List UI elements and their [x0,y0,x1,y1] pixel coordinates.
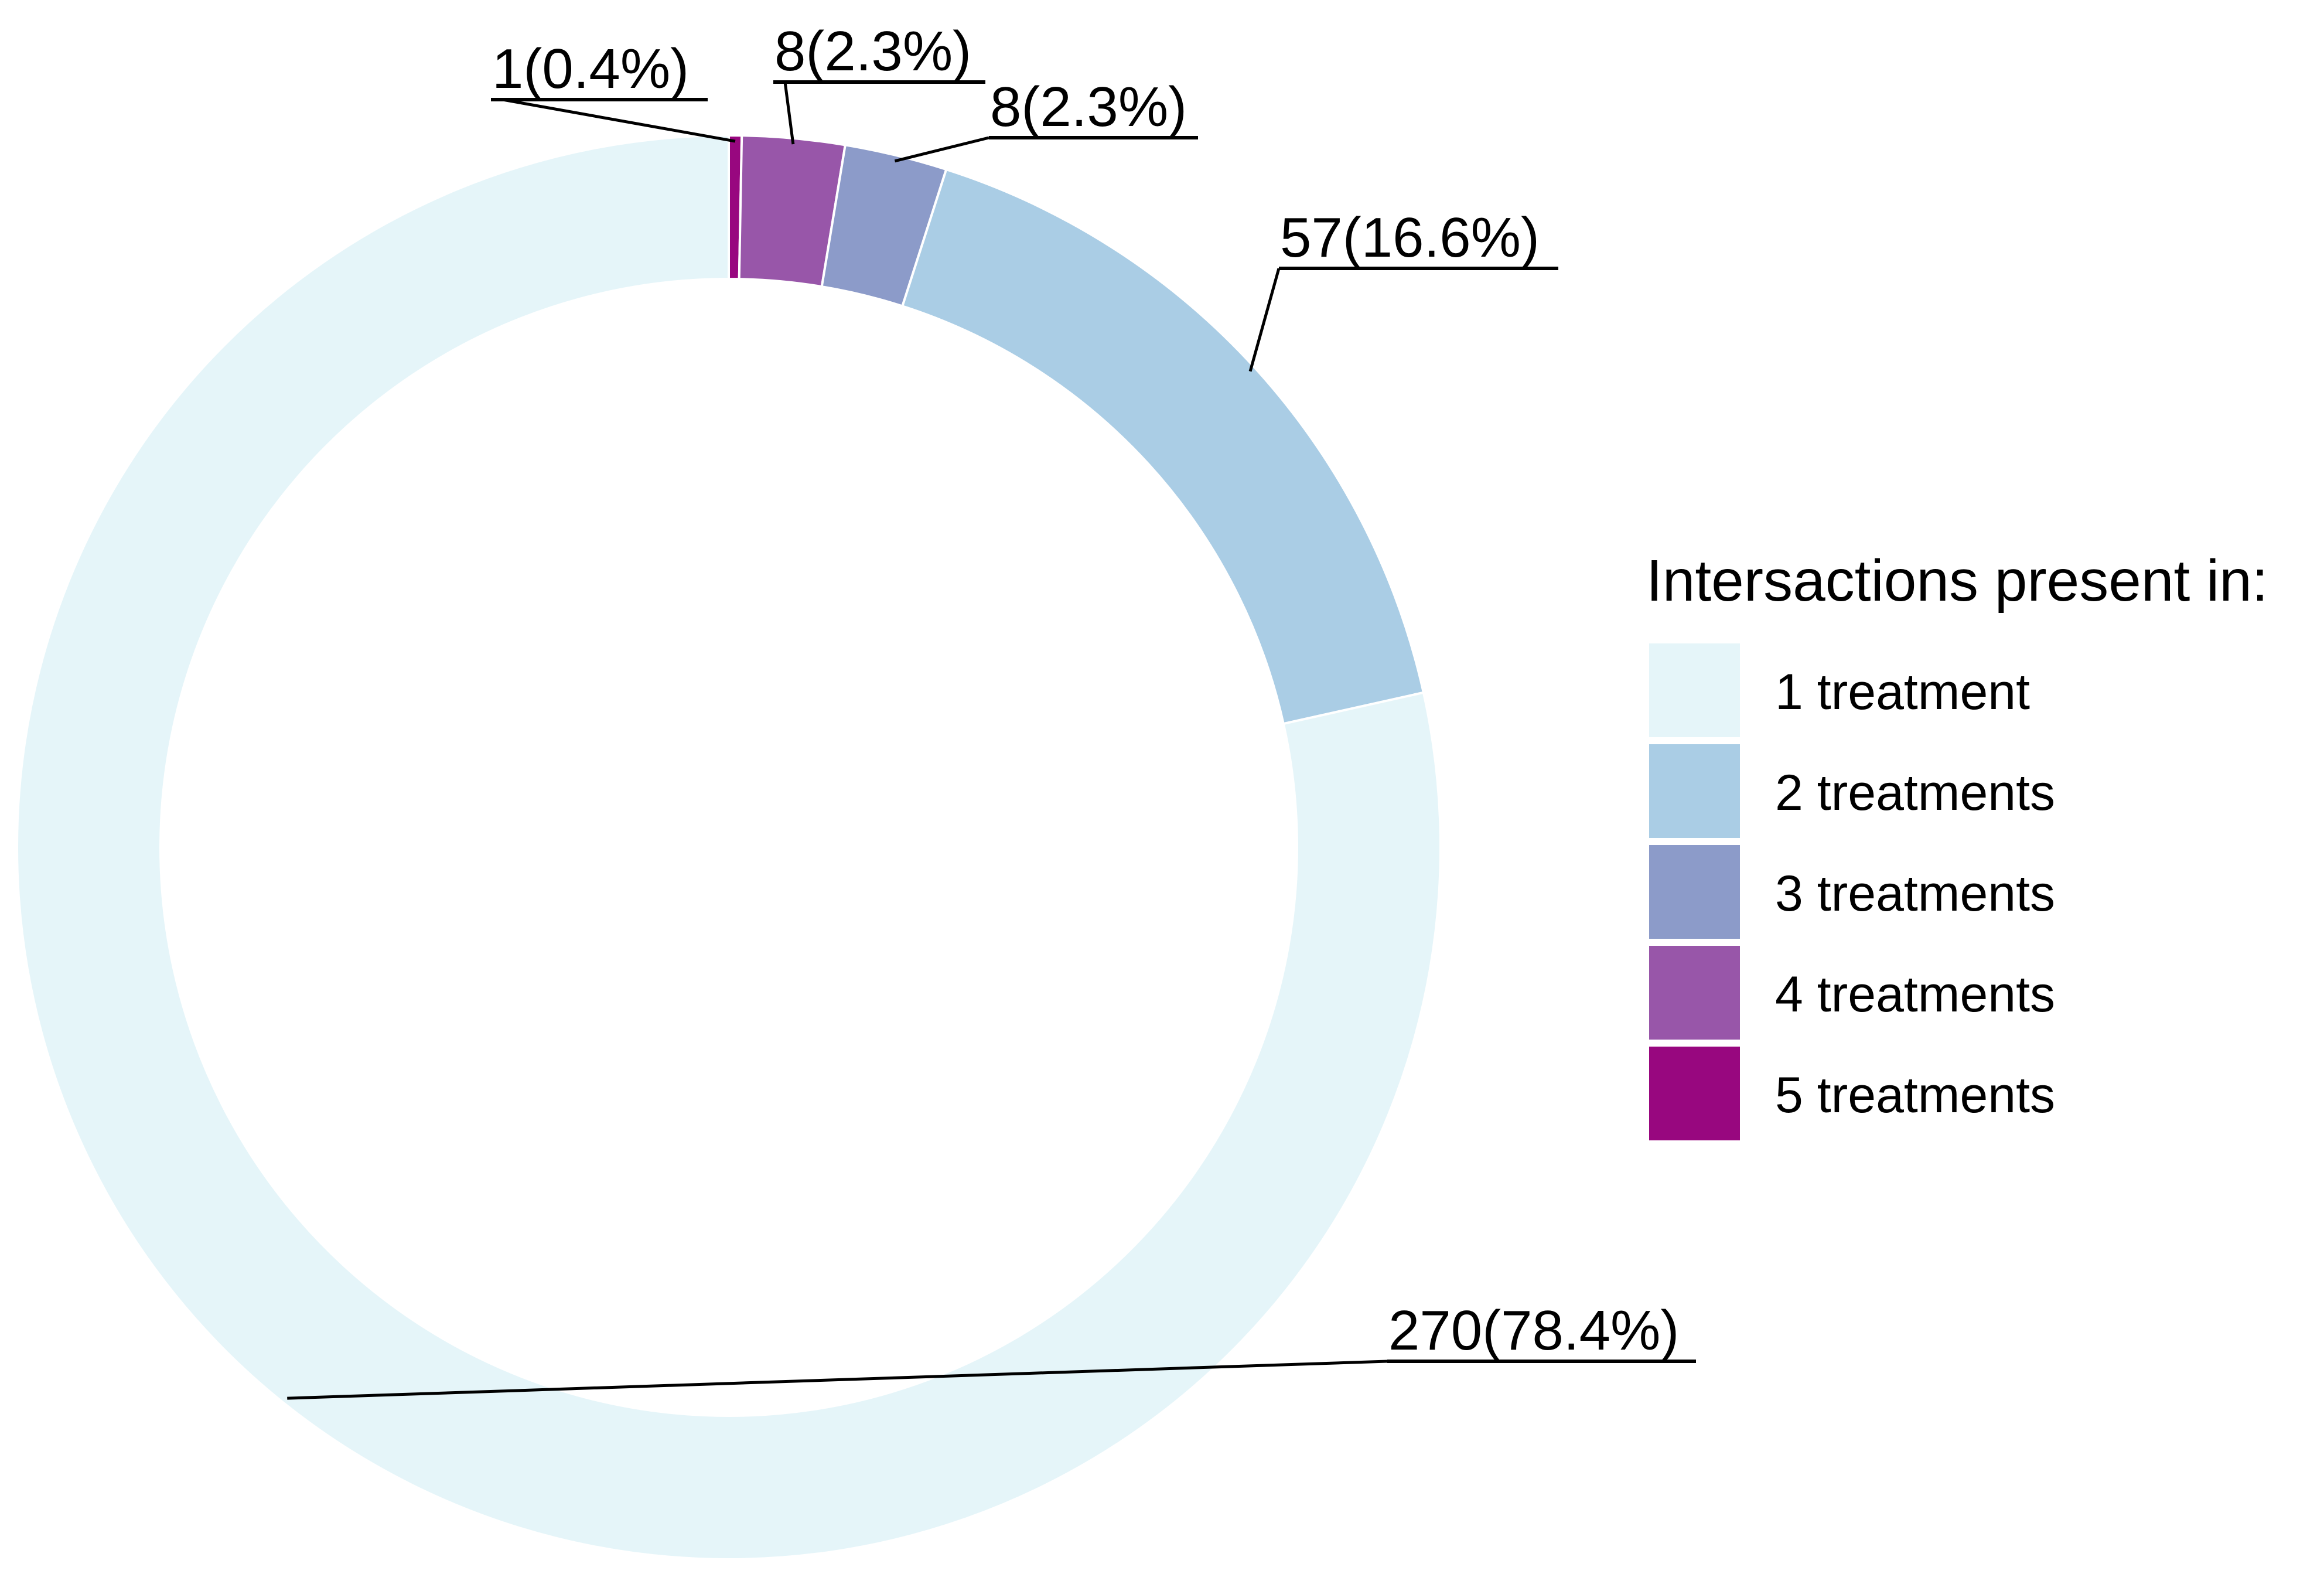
slice-label: 8(2.3%) [990,76,1187,138]
legend: Intersactions present in: 1 treatment 2 t… [1646,548,2268,1140]
leader-line [894,136,989,163]
slice-label-leaders [287,80,1696,1400]
legend-label: 3 treatments [1775,866,2055,922]
legend-swatch [1649,744,1740,838]
legend-label: 5 treatments [1775,1067,2055,1123]
slice-label: 1(0.4%) [492,38,689,100]
legend-items: 1 treatment 2 treatments 3 treatments 4 tre… [1649,643,2055,1140]
slice-1-treatment [16,134,1442,1561]
legend-label: 4 treatments [1775,966,2055,1023]
slice-2-treatments [900,168,1425,725]
leader-line [783,81,795,145]
slice-label: 8(2.3%) [774,20,971,83]
leader-line [1248,268,1281,372]
slice-label: 57(16.6%) [1280,206,1540,269]
legend-swatch [1649,643,1740,737]
legend-label: 2 treatments [1775,765,2055,821]
leader-line [287,1360,1388,1400]
legend-swatch [1649,946,1740,1040]
donut-slices [16,134,1442,1561]
legend-title: Intersactions present in: [1646,548,2268,614]
slice-label: 270(78.4%) [1388,1299,1679,1362]
legend-label: 1 treatment [1775,664,2030,720]
slice-labels: 1(0.4%) 8(2.3%) 8(2.3%) 57(16.6%) 270(78.4%) [492,20,1679,1362]
legend-swatch [1649,1047,1740,1140]
legend-swatch [1649,845,1740,939]
leader-line [502,98,736,143]
